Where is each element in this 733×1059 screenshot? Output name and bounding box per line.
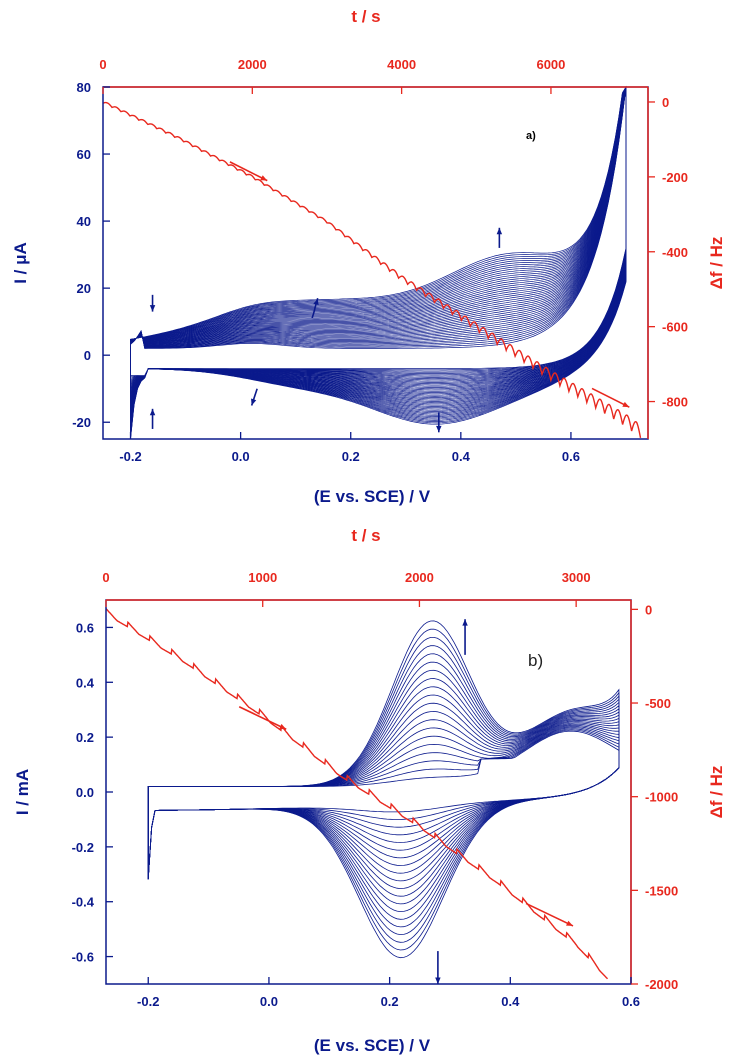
panel-b-blue-arrow-head — [435, 977, 441, 984]
panel-b-left-axis-label: I / mA — [13, 769, 32, 815]
panel-a-x-tick-label: 0.4 — [452, 449, 471, 464]
panel-b-blue-arrow-head — [462, 619, 468, 626]
panel-a-cv-cycle — [130, 86, 627, 408]
panel-b-cv-cycle — [147, 653, 620, 928]
panel-a-y-tick-label: 60 — [77, 147, 91, 162]
panel-b-x-tick-label: 0.2 — [381, 994, 399, 1009]
panel-a-x-tick-label: 0.2 — [342, 449, 360, 464]
panel-a-top-tick-label: 2000 — [238, 57, 267, 72]
panel-a-y-tick-label: 20 — [77, 281, 91, 296]
panel-a-top-tick-label: 4000 — [387, 57, 416, 72]
panel-a-plot-area — [102, 85, 642, 440]
panel-a-bottom-axis-label: (E vs. SCE) / V — [314, 487, 431, 506]
panel-a-x-tick-label: 0.0 — [232, 449, 250, 464]
panel-b-right-tick-label: -1500 — [645, 883, 678, 898]
panel-a-time-arrow — [591, 387, 630, 408]
panel-b-cv-cycle — [147, 669, 620, 913]
panel-b-y-tick-label: -0.4 — [72, 895, 95, 910]
panel-a-right-tick-label: -200 — [662, 170, 688, 185]
panel-b-y-tick-label: 0.6 — [76, 620, 94, 635]
panel-b-cv-cycle — [147, 661, 620, 920]
panel-a-x-tick-label: -0.2 — [119, 449, 141, 464]
panel-a-frequency-trace — [102, 101, 642, 439]
panel-a-cv-cycle — [130, 86, 627, 407]
panel-a-y-tick-label: -20 — [72, 415, 91, 430]
panel-b-top-tick-label: 0 — [102, 570, 109, 585]
panel-a-label: a) — [526, 130, 536, 142]
panel-b-time-arrow-head — [279, 724, 287, 730]
panel-b-time-arrow-head — [566, 920, 574, 926]
panel-b: -0.2 0.0 0.2 0.4 0.6 -0.6 -0.4 -0.2 0.0 0.2 0.4 0.6… — [13, 526, 726, 1055]
panel-a-top-tick-label: 6000 — [536, 57, 565, 72]
panel-a-cv-cycle — [130, 86, 627, 406]
panel-b-top-axis-label: t / s — [351, 526, 380, 545]
panel-a-cv-cycle — [130, 86, 627, 411]
panel-a-time-arrow — [229, 161, 268, 182]
panel-b-top-tick-label: 2000 — [405, 570, 434, 585]
panel-b-y-tick-label: 0.0 — [76, 785, 94, 800]
panel-a-cv-cycle — [130, 86, 627, 409]
panel-b-y-tick-label: -0.6 — [72, 950, 94, 965]
panel-a-cv-cycle — [130, 86, 627, 406]
panel-a-cv-cycle — [130, 86, 627, 403]
panel-b-time-arrow — [238, 706, 287, 730]
panel-b-time-arrow — [525, 902, 574, 927]
panel-b-x-tick-label: 0.0 — [260, 994, 278, 1009]
panel-b-cv-cycle — [147, 730, 620, 880]
panel-a-top-axis-label: t / s — [351, 7, 380, 26]
panel-a-cv-cycle — [130, 86, 627, 410]
panel-b-y-tick-label: 0.4 — [76, 675, 95, 690]
panel-b-right-tick-label: 0 — [645, 602, 652, 617]
panel-b-right-tick-label: -2000 — [645, 977, 678, 992]
panel-b-label: b) — [528, 651, 543, 670]
panel-b-right-tick-label: -500 — [645, 696, 671, 711]
panel-b-x-tick-label: -0.2 — [137, 994, 159, 1009]
panel-b-cv-cycle — [147, 726, 620, 880]
panel-b-cv-cycle — [147, 628, 620, 951]
panel-b-axes: -0.2 0.0 0.2 0.4 0.6 -0.6 -0.4 -0.2 0.0 0.2 0.4 0.6… — [72, 570, 679, 1009]
panel-b-cv-cycle — [147, 620, 620, 959]
panel-a-cv-cycle — [130, 85, 627, 425]
panel-b-top-tick-label: 3000 — [562, 570, 591, 585]
panel-a-right-tick-label: -400 — [662, 245, 688, 260]
panel-a-right-tick-label: -600 — [662, 320, 688, 335]
panel-b-plot-area — [105, 608, 620, 984]
panel-b-x-tick-label: 0.4 — [501, 994, 520, 1009]
panel-b-right-axis-label: Δf / Hz — [707, 766, 726, 819]
panel-b-cv-cycle — [147, 645, 620, 936]
panel-a-time-arrow-head — [260, 175, 268, 181]
panel-a-cv-cycle — [130, 86, 627, 411]
panel-a-blue-arrow-head — [149, 305, 156, 312]
panel-a-blue-arrow-head — [149, 408, 156, 416]
panel-a-left-axis-label: I / μA — [11, 242, 30, 284]
panel-b-y-tick-label: 0.2 — [76, 730, 94, 745]
panel-b-y-tick-label: -0.2 — [72, 840, 94, 855]
panel-a-y-tick-label: 0 — [84, 348, 91, 363]
panel-a-y-tick-label: 40 — [77, 214, 91, 229]
panel-a-right-tick-label: -800 — [662, 395, 688, 410]
panel-b-x-tick-label: 0.6 — [622, 994, 640, 1009]
panel-a-blue-arrow-head — [313, 298, 319, 306]
panel-b-right-tick-label: -1000 — [645, 790, 678, 805]
panel-a-time-arrow-head — [622, 401, 630, 408]
panel-a-cv-cycle — [130, 86, 627, 405]
panel-a-right-axis-label: Δf / Hz — [707, 237, 726, 290]
panel-a-cv-cycle — [130, 86, 627, 404]
panel-a-right-tick-label: 0 — [662, 95, 669, 110]
panel-b-cv-cycle — [147, 686, 620, 897]
panel-a-y-tick-label: 80 — [77, 80, 91, 95]
panel-a-cv-cycle — [130, 86, 627, 405]
panel-a-x-tick-label: 0.6 — [562, 449, 580, 464]
panel-b-frequency-trace — [105, 608, 609, 980]
panel-b-top-tick-label: 1000 — [248, 570, 277, 585]
panel-a-top-tick-label: 0 — [99, 57, 106, 72]
panel-a-blue-arrow-head — [436, 425, 442, 433]
panel-a-cv-cycle — [130, 86, 627, 409]
panel-a-blue-arrow-head — [251, 398, 257, 406]
panel-b-bottom-axis-label: (E vs. SCE) / V — [314, 1036, 431, 1055]
panel-a-blue-arrow-head — [496, 227, 503, 235]
